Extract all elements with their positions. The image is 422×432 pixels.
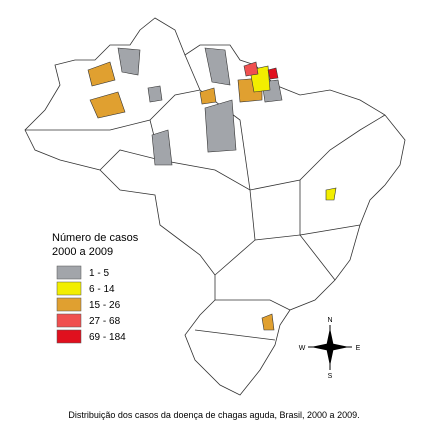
- compass-e: E: [356, 345, 361, 352]
- legend-title: Número de casos: [52, 232, 139, 244]
- legend-swatch: [56, 329, 82, 344]
- region: [89, 91, 126, 119]
- region: [199, 87, 217, 105]
- region: [151, 129, 173, 166]
- region: [87, 61, 116, 87]
- legend-swatch: [56, 281, 82, 296]
- compass-w: W: [299, 345, 306, 352]
- compass-s: S: [328, 373, 333, 380]
- legend-swatch: [56, 313, 82, 328]
- country-outline: [24, 17, 406, 396]
- legend-label: 15 - 26: [89, 300, 121, 311]
- region: [204, 99, 237, 153]
- legend-label: 6 - 14: [89, 284, 115, 295]
- map-regions: [87, 47, 337, 331]
- legend-label: 69 - 184: [89, 332, 126, 343]
- region: [204, 47, 231, 86]
- legend-swatch: [56, 265, 82, 280]
- region: [267, 67, 279, 80]
- region: [325, 187, 337, 201]
- caption: Distribuição dos casos da doença de chag…: [68, 410, 359, 420]
- legend-label: 1 - 5: [89, 268, 109, 279]
- region: [117, 47, 141, 76]
- region: [147, 85, 163, 103]
- region: [261, 313, 275, 331]
- legend: Número de casos 2000 a 2009 1 - 5 6 - 14 1…: [52, 232, 139, 344]
- legend-title: 2000 a 2009: [52, 246, 113, 258]
- legend-swatch: [56, 297, 82, 312]
- compass: N S E W: [299, 317, 361, 380]
- legend-label: 27 - 68: [89, 316, 121, 327]
- region: [243, 61, 259, 77]
- compass-n: N: [327, 317, 332, 324]
